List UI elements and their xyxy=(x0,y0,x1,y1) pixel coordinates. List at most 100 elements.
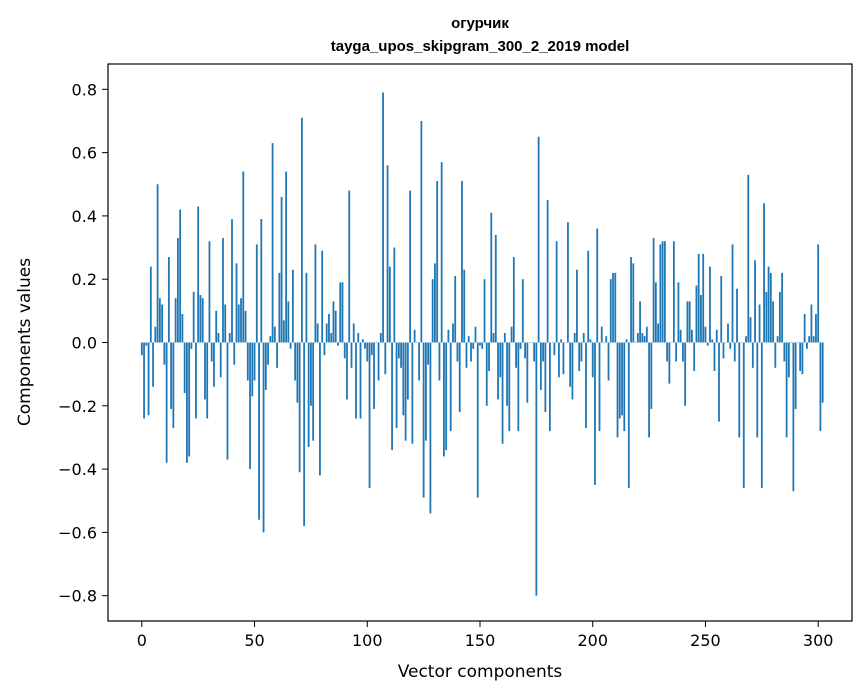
bar xyxy=(749,317,752,343)
bar xyxy=(233,342,236,365)
bar xyxy=(558,342,560,378)
y-tick-label: 0.6 xyxy=(72,144,97,163)
bar xyxy=(377,342,380,381)
bar xyxy=(632,263,635,343)
y-tick-label: −0.2 xyxy=(58,397,97,416)
bar xyxy=(438,342,441,381)
bar xyxy=(794,342,797,409)
bar xyxy=(697,253,700,343)
bar xyxy=(294,342,297,381)
bar xyxy=(242,171,245,343)
bar xyxy=(470,342,472,362)
bar xyxy=(607,342,610,381)
bar xyxy=(488,342,490,371)
bar xyxy=(303,342,306,527)
chart-subtitle: tayga_upos_skipgram_300_2_2019 model xyxy=(331,38,630,55)
bar xyxy=(140,342,143,356)
bar xyxy=(659,244,662,343)
bar xyxy=(312,342,315,441)
bar xyxy=(799,342,802,371)
bar xyxy=(476,342,479,498)
bar xyxy=(361,339,364,343)
bar xyxy=(709,266,711,343)
bar xyxy=(609,279,612,343)
bar xyxy=(316,323,319,343)
bar xyxy=(461,181,463,343)
bar xyxy=(143,342,145,419)
bar xyxy=(267,342,269,365)
x-tick-label: 50 xyxy=(244,631,264,650)
bar xyxy=(219,342,222,378)
bar xyxy=(778,291,781,343)
bar xyxy=(307,342,310,447)
bar xyxy=(821,342,824,403)
bar xyxy=(657,323,660,343)
bar xyxy=(700,295,702,343)
bar xyxy=(364,342,366,349)
bar xyxy=(756,342,759,438)
bars-group xyxy=(140,92,824,596)
bar xyxy=(497,342,499,400)
bar xyxy=(745,336,747,343)
bar xyxy=(727,323,729,343)
bar xyxy=(682,342,684,362)
y-tick-label: 0.4 xyxy=(72,207,97,226)
bar xyxy=(585,342,587,428)
bar xyxy=(386,165,389,343)
bar xyxy=(328,314,330,343)
bar xyxy=(686,301,689,343)
bar xyxy=(553,342,556,356)
bar xyxy=(492,333,495,343)
bar xyxy=(630,257,632,343)
bar xyxy=(731,244,734,343)
bar xyxy=(240,298,242,343)
bar xyxy=(591,342,594,378)
bar xyxy=(517,342,520,432)
bar xyxy=(158,298,161,343)
bar xyxy=(161,304,164,343)
y-tick-label: −0.8 xyxy=(58,587,97,606)
chart-title: огурчик xyxy=(451,15,509,32)
bar xyxy=(578,342,581,371)
bar xyxy=(801,342,804,375)
bar xyxy=(206,342,209,419)
bar xyxy=(506,342,508,406)
bar xyxy=(235,263,238,343)
bar xyxy=(348,190,351,343)
bar xyxy=(614,272,617,343)
bar xyxy=(167,257,170,343)
bar xyxy=(751,342,754,368)
bar xyxy=(183,342,186,394)
bar xyxy=(747,174,750,343)
bar xyxy=(713,342,716,371)
bar xyxy=(535,342,538,596)
bar xyxy=(616,342,619,438)
bar xyxy=(711,339,714,343)
bar xyxy=(621,342,623,416)
bar xyxy=(636,333,639,343)
bar xyxy=(418,342,421,381)
bar xyxy=(447,329,450,343)
bar xyxy=(483,279,486,343)
x-tick-label: 250 xyxy=(690,631,721,650)
bar xyxy=(501,342,504,444)
bar xyxy=(404,342,407,441)
bar xyxy=(262,342,265,533)
bar xyxy=(555,241,558,343)
bar xyxy=(298,342,301,473)
bar xyxy=(228,333,231,343)
bar xyxy=(429,342,432,514)
bar xyxy=(672,241,675,343)
bar xyxy=(368,342,371,489)
bar xyxy=(573,333,576,343)
bar xyxy=(319,342,321,476)
bar xyxy=(679,329,682,343)
bar xyxy=(440,162,443,343)
bar xyxy=(384,342,387,375)
y-axis-label: Components values xyxy=(15,258,35,426)
bar xyxy=(652,238,655,343)
bar xyxy=(792,342,795,492)
bar xyxy=(406,342,409,400)
bar xyxy=(197,206,200,343)
